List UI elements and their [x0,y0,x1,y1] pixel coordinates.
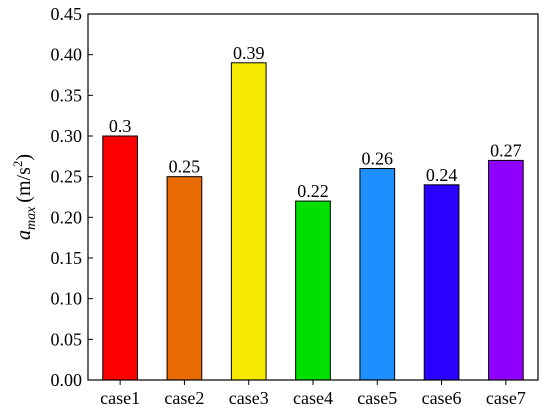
y-tick-label: 0.05 [51,329,83,349]
bar-value-label-case1: 0.3 [109,116,132,136]
y-tick-label: 0.35 [51,85,83,105]
bar-case2 [166,176,203,381]
bar-case1 [102,135,138,381]
y-axis-label-subscript: max [24,206,39,230]
bar-case5 [359,168,396,381]
y-tick-label: 0.40 [51,45,83,65]
y-tick-label: 0.30 [51,126,83,146]
x-tick-label-case3: case3 [229,388,269,408]
bar-value-labels: 0.3 0.25 0.39 0.22 0.26 0.24 0.27 [109,43,522,201]
y-tick-label: 0.20 [51,207,83,227]
bar-case7 [488,159,524,381]
x-tick-label-case4: case4 [293,388,333,408]
y-axis-label-units-close: ) [13,154,35,161]
y-tick-label: 0.25 [51,167,83,187]
x-axis-ticks: case1 case2 case3 case4 case5 case6 case7 [100,380,526,408]
y-tick-label: 0.45 [51,4,83,24]
y-tick-label: 0.00 [51,370,83,390]
bar-value-label-case5: 0.26 [362,149,394,169]
y-tick-label: 0.15 [51,248,83,268]
bar-case6 [423,184,460,381]
y-axis-label-units: (m/s [13,167,35,203]
y-axis-label: amax (m/s2) [10,154,39,240]
bar-value-label-case2: 0.25 [169,157,201,177]
bar-value-label-case6: 0.24 [426,165,458,185]
plot-frame [87,13,539,381]
bars-group [102,62,524,381]
bar-value-label-case3: 0.39 [233,43,265,63]
x-tick-label-case5: case5 [357,388,397,408]
y-axis-label-units-exponent: 2 [10,161,25,168]
y-axis-ticks: 0.00 0.05 0.10 0.15 0.20 0.25 0.30 0.35 0.40 0.45 [51,4,93,390]
x-tick-label-case6: case6 [422,388,462,408]
x-tick-label-case1: case1 [100,388,140,408]
x-tick-label-case7: case7 [486,388,526,408]
y-tick-label: 0.10 [51,289,83,309]
y-axis-label-main: a [13,230,35,240]
bar-value-label-case4: 0.22 [297,181,329,201]
bar-value-label-case7: 0.27 [490,140,522,160]
bar-case4 [295,200,331,381]
x-tick-label-case2: case2 [164,388,204,408]
bar-case3 [230,62,267,381]
